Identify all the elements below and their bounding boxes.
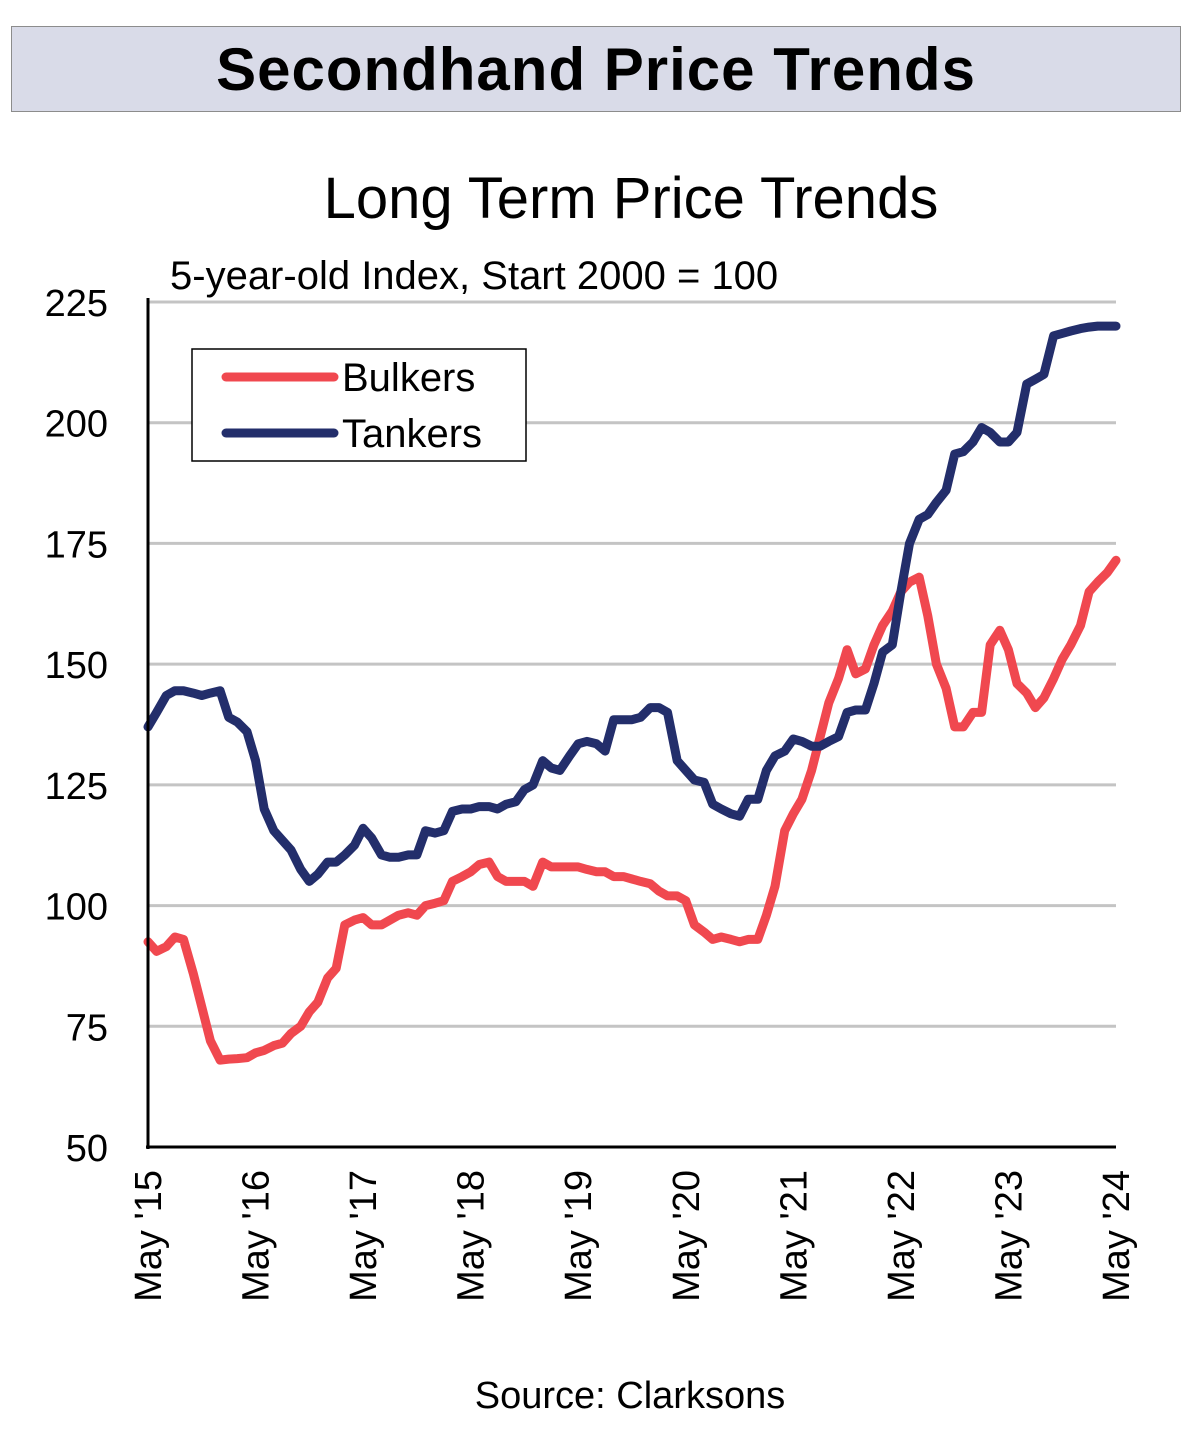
y-tick-label: 75 xyxy=(66,1007,108,1049)
y-tick-label: 150 xyxy=(45,645,108,687)
banner: Secondhand Price Trends xyxy=(11,26,1181,112)
source-note: Source: Clarksons xyxy=(475,1375,785,1417)
x-tick-label: May '21 xyxy=(773,1170,815,1302)
y-tick-label: 50 xyxy=(66,1128,108,1170)
y-tick-label: 100 xyxy=(45,887,108,929)
y-tick-label: 175 xyxy=(45,524,108,566)
legend-box xyxy=(191,348,527,462)
series-line-bulkers xyxy=(143,555,1121,1065)
y-tick-label: 125 xyxy=(45,766,108,808)
x-tick-label: May '19 xyxy=(558,1170,600,1302)
y-tick-label: 225 xyxy=(45,283,108,325)
x-tick-label: May '22 xyxy=(881,1170,923,1302)
series-lines xyxy=(143,321,1121,1065)
chart-title: Long Term Price Trends xyxy=(324,166,939,231)
x-tick-label: May '20 xyxy=(666,1170,708,1302)
banner-title: Secondhand Price Trends xyxy=(216,35,976,103)
x-tick-label: May '24 xyxy=(1096,1170,1138,1302)
y-axis-ticks: 50 75 100 125 150 175 200 225 xyxy=(45,283,108,1170)
x-tick-label: May '17 xyxy=(343,1170,385,1302)
x-tick-label: May '18 xyxy=(451,1170,493,1302)
x-tick-label: May '23 xyxy=(988,1170,1030,1302)
legend: Bulkers Tankers xyxy=(191,348,527,462)
legend-label-bulkers: Bulkers xyxy=(342,356,475,400)
legend-label-tankers: Tankers xyxy=(342,412,482,456)
x-tick-label: May '15 xyxy=(128,1170,170,1302)
x-tick-label: May '16 xyxy=(236,1170,278,1302)
chart-subtitle: 5-year-old Index, Start 2000 = 100 xyxy=(170,254,778,298)
series-line-tankers xyxy=(143,321,1121,886)
x-axis-ticks: May '15 May '16 May '17 May '18 May '19 May '… xyxy=(128,1170,1138,1302)
y-tick-label: 200 xyxy=(45,404,108,446)
